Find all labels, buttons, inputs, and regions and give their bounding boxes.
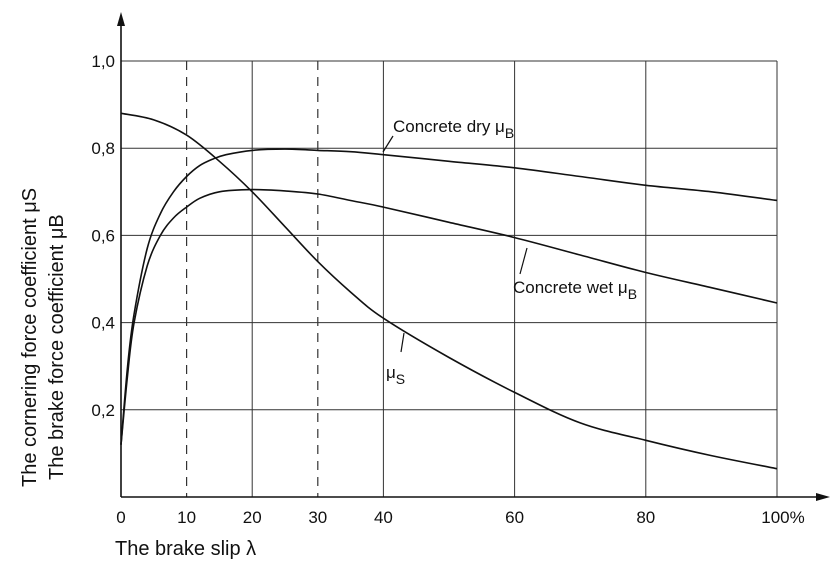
annotation-label: Concrete wet μB (513, 278, 637, 302)
x-tick-label: 0 (116, 508, 125, 527)
y-axis-title-line2: The brake force coefficient μB (46, 214, 68, 480)
x-axis-title: The brake slip λ (115, 538, 256, 560)
axis-titles: The brake slip λ The cornering force coef… (19, 188, 256, 560)
y-axis-arrow-icon (117, 12, 125, 26)
x-tick-label: 100% (761, 508, 804, 527)
annotation-leader-line (400, 332, 405, 353)
curve-annotations: Concrete dry μB Concrete wet μB μS (382, 117, 637, 387)
y-tick-label: 1,0 (91, 52, 115, 71)
x-tick-label: 10 (177, 508, 196, 527)
curve-concrete-wet (120, 188, 778, 445)
annotation-leader-line (382, 135, 394, 153)
tick-labels: 0,2 0,4 0,6 0,8 1,0 0 10 20 30 40 60 80 100% (91, 52, 804, 527)
y-tick-label: 0,4 (91, 314, 115, 333)
x-tick-label: 20 (243, 508, 262, 527)
curve-mu-s (120, 112, 778, 470)
x-tick-label: 40 (374, 508, 393, 527)
x-tick-label: 60 (505, 508, 524, 527)
annotation-label: μS (386, 363, 405, 387)
x-tick-label: 30 (308, 508, 327, 527)
gridlines (121, 60, 778, 497)
annotation-leader-line (519, 247, 528, 275)
y-tick-label: 0,8 (91, 139, 115, 158)
x-axis-arrow-icon (816, 493, 830, 501)
y-axis-title-line1: The cornering force coefficient μS (19, 188, 41, 487)
curve-concrete-dry (120, 148, 778, 445)
x-tick-label: 80 (636, 508, 655, 527)
series-curves (120, 112, 778, 470)
y-tick-label: 0,6 (91, 226, 115, 245)
y-tick-label: 0,2 (91, 401, 115, 420)
axes (117, 12, 830, 501)
annotation-label: Concrete dry μB (393, 117, 514, 141)
